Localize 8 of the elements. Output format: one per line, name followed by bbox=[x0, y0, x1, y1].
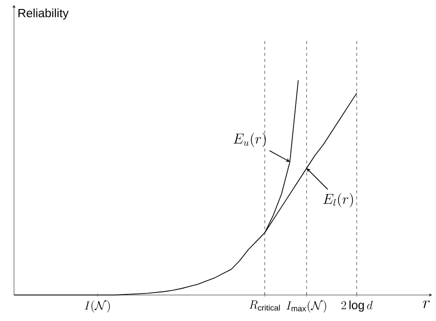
x-tick-label: $R_{\mathrm{critical}}$ bbox=[249, 300, 280, 311]
x-tick-label: $2\log d$ bbox=[341, 300, 373, 312]
x-tick-label: $I(\mathcal{N})$ bbox=[84, 300, 110, 312]
annotation: $E_l(r)$ bbox=[323, 192, 353, 208]
annotation: $E_u(r)$ bbox=[234, 132, 266, 148]
x-axis-title: $r$ bbox=[422, 300, 430, 308]
x-tick-label: $I_{\max}(\mathcal{N})$ bbox=[286, 300, 326, 312]
text: Reliability bbox=[18, 8, 69, 20]
